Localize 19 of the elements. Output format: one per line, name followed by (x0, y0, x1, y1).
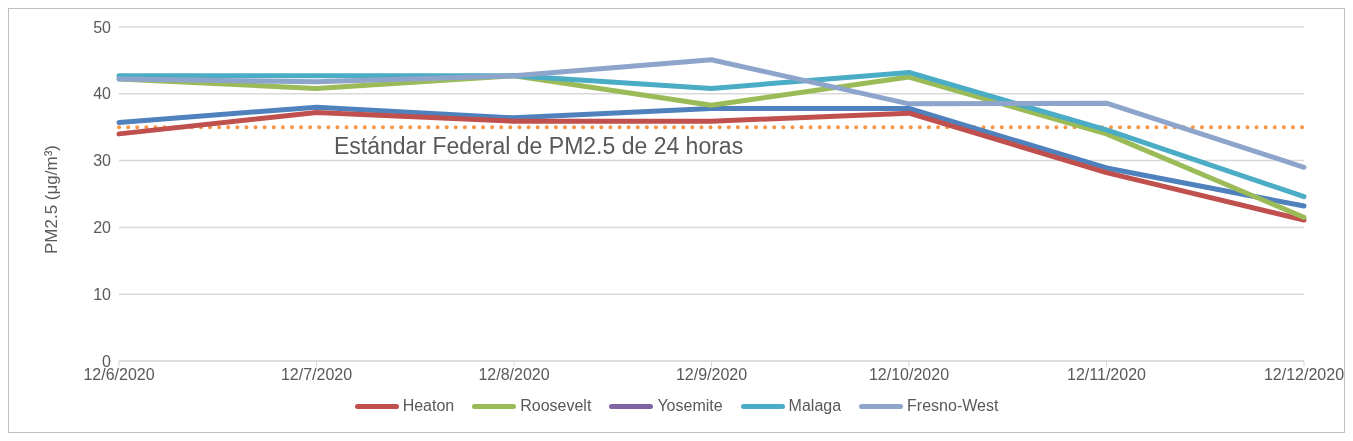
x-tick-label: 12/8/2020 (478, 366, 550, 384)
y-tick-label: 40 (93, 85, 112, 103)
legend-label: Heaton (402, 397, 455, 415)
x-tick-label: 12/12/2020 (1263, 366, 1345, 384)
y-tick-label: 10 (93, 285, 112, 303)
legend-label: Yosemite (657, 397, 723, 415)
y-axis-title: PM2.5 (μg/m³) (42, 145, 62, 254)
x-tick-label: 12/7/2020 (280, 366, 353, 384)
ref-line-label: Estándar Federal de PM2.5 de 24 horas (334, 133, 744, 160)
x-tick-label: 12/11/2020 (1067, 366, 1147, 384)
x-tick-label: 12/9/2020 (675, 366, 748, 384)
legend-label: Malaga (788, 397, 842, 415)
y-tick-label: 30 (93, 152, 112, 170)
y-tick-label: 50 (93, 18, 112, 36)
x-tick-label: 12/6/2020 (83, 366, 155, 384)
legend-label: Fresno-West (907, 397, 999, 415)
y-tick-label: 20 (93, 219, 112, 237)
x-tick-label: 12/10/2020 (868, 366, 950, 384)
legend-label: Roosevelt (520, 397, 592, 415)
